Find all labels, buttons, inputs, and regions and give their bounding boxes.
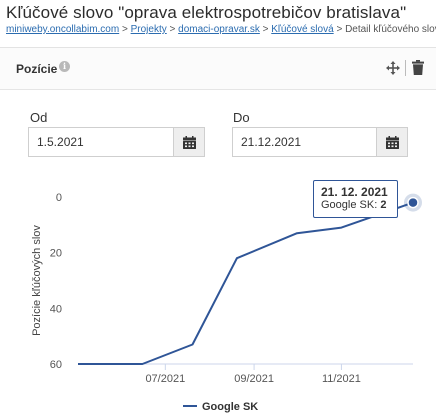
- trash-icon[interactable]: [412, 60, 424, 75]
- breadcrumb-link-projects[interactable]: Projekty: [130, 24, 167, 35]
- tooltip-series: Google SK: [321, 199, 375, 211]
- to-calendar-button[interactable]: [376, 127, 408, 157]
- header-divider: [405, 60, 406, 76]
- x-tick-label: 11/2021: [322, 373, 361, 385]
- page-title: Kľúčové slovo "oprava elektrospotrebičov…: [6, 3, 407, 22]
- chart-tooltip: 21. 12. 2021 Google SK: 2: [313, 180, 398, 218]
- to-date-input[interactable]: [232, 127, 376, 157]
- y-axis-title: Pozície kľúčových slov: [31, 225, 43, 336]
- breadcrumb: miniweby.oncollabim.com > Projekty > dom…: [6, 24, 436, 35]
- tooltip-date: 21. 12. 2021: [321, 185, 388, 199]
- breadcrumb-separator: >: [121, 24, 128, 35]
- to-date-group: [232, 127, 408, 157]
- data-point-marker: [407, 196, 419, 209]
- positions-panel: Pozície i Od: [0, 47, 436, 419]
- calendar-icon: [182, 135, 196, 149]
- breadcrumb-current: Detail kľúčového slova: [345, 24, 436, 35]
- from-date-group: [28, 127, 205, 157]
- positions-chart: Pozície kľúčových slov 0 20 40 60 07/2021 09/2…: [31, 192, 422, 413]
- breadcrumb-separator: >: [336, 24, 343, 35]
- tooltip-colon: :: [374, 199, 381, 211]
- from-date-input[interactable]: [28, 127, 173, 157]
- panel-title: Pozície: [16, 62, 58, 76]
- move-icon[interactable]: [386, 61, 400, 75]
- breadcrumb-link-account[interactable]: miniweby.oncollabim.com: [6, 24, 120, 35]
- from-calendar-button[interactable]: [173, 127, 205, 157]
- panel-header: Pozície i: [0, 48, 436, 90]
- to-label: Do: [233, 110, 250, 125]
- y-tick-label: 20: [50, 248, 62, 260]
- info-icon[interactable]: i: [59, 61, 70, 72]
- y-tick-label: 60: [50, 359, 62, 371]
- tooltip-value: 2: [380, 199, 387, 211]
- y-tick-label: 0: [56, 192, 62, 204]
- legend-label: Google SK: [202, 401, 258, 413]
- calendar-icon: [385, 135, 399, 149]
- breadcrumb-link-project[interactable]: domaci-opravar.sk: [178, 24, 260, 35]
- y-tick-label: 40: [50, 303, 62, 315]
- series-line-google-sk: [78, 201, 414, 365]
- x-tick-label: 09/2021: [234, 373, 274, 385]
- breadcrumb-separator: >: [169, 24, 176, 35]
- breadcrumb-separator: >: [262, 24, 269, 35]
- x-tick-label: 07/2021: [145, 373, 185, 385]
- from-label: Od: [30, 110, 48, 125]
- breadcrumb-link-keywords[interactable]: Kľúčové slová: [271, 24, 334, 35]
